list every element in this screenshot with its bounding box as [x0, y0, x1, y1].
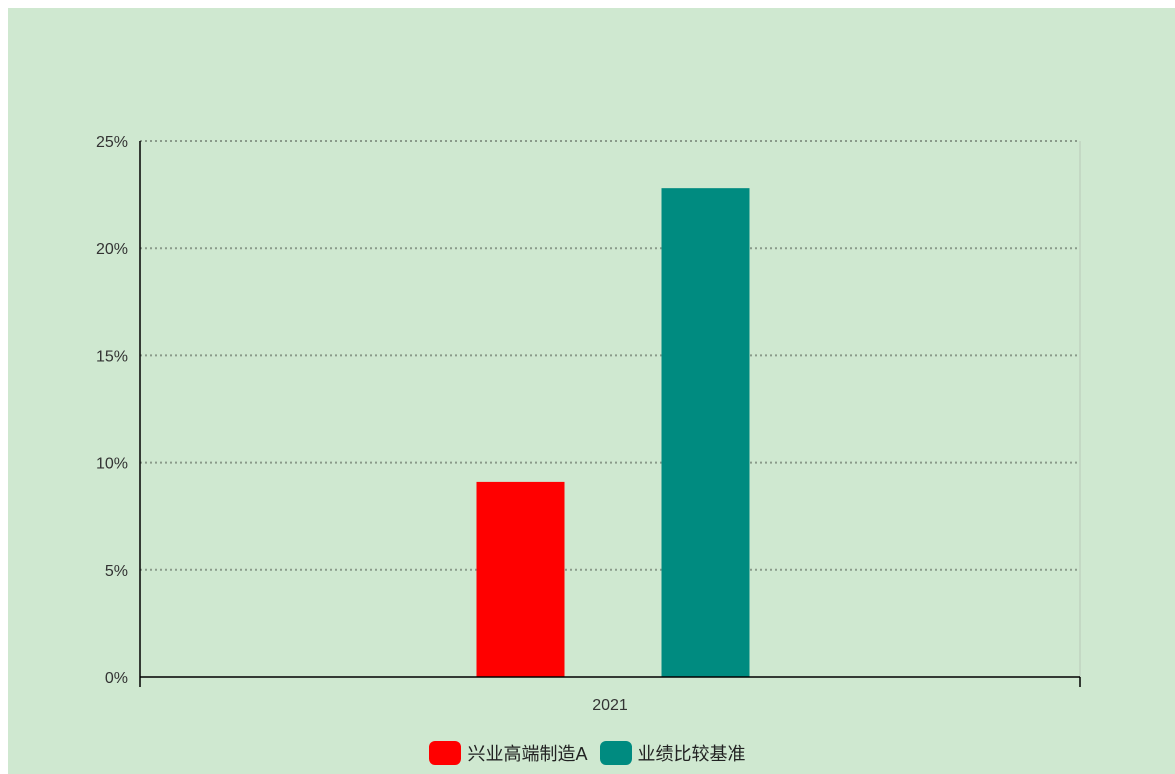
- legend-swatch-series-2: [599, 741, 632, 765]
- x-axis-ticks: 2021: [592, 697, 628, 714]
- legend-swatch-series-1: [429, 741, 462, 765]
- bar-series-1[interactable]: [476, 481, 565, 677]
- bars: [476, 188, 750, 677]
- y-tick-label: 5%: [105, 563, 128, 580]
- legend-label-series-1: 兴业高端制造A: [467, 744, 588, 764]
- legend-label-series-2: 业绩比较基准: [637, 744, 746, 764]
- y-tick-label: 0%: [105, 670, 128, 687]
- y-axis-ticks: 0% 5% 10% 15% 20% 25%: [96, 134, 128, 687]
- legend-item-series-2[interactable]: 业绩比较基准: [599, 740, 746, 766]
- y-tick-label: 20%: [96, 241, 128, 258]
- y-tick-label: 15%: [96, 348, 128, 365]
- chart-panel: [8, 8, 1175, 774]
- axes: [139, 141, 1081, 687]
- bar-series-2[interactable]: [661, 188, 750, 677]
- bar-chart: 0% 5% 10% 15% 20% 25% 2021: [96, 134, 1081, 714]
- legend: 兴业高端制造A 业绩比较基准: [0, 736, 1175, 770]
- legend-item-series-1[interactable]: 兴业高端制造A: [429, 740, 588, 766]
- grid-lines: [140, 140, 1081, 677]
- y-tick-label: 25%: [96, 134, 128, 151]
- x-tick-label: 2021: [592, 697, 628, 714]
- y-tick-label: 10%: [96, 456, 128, 473]
